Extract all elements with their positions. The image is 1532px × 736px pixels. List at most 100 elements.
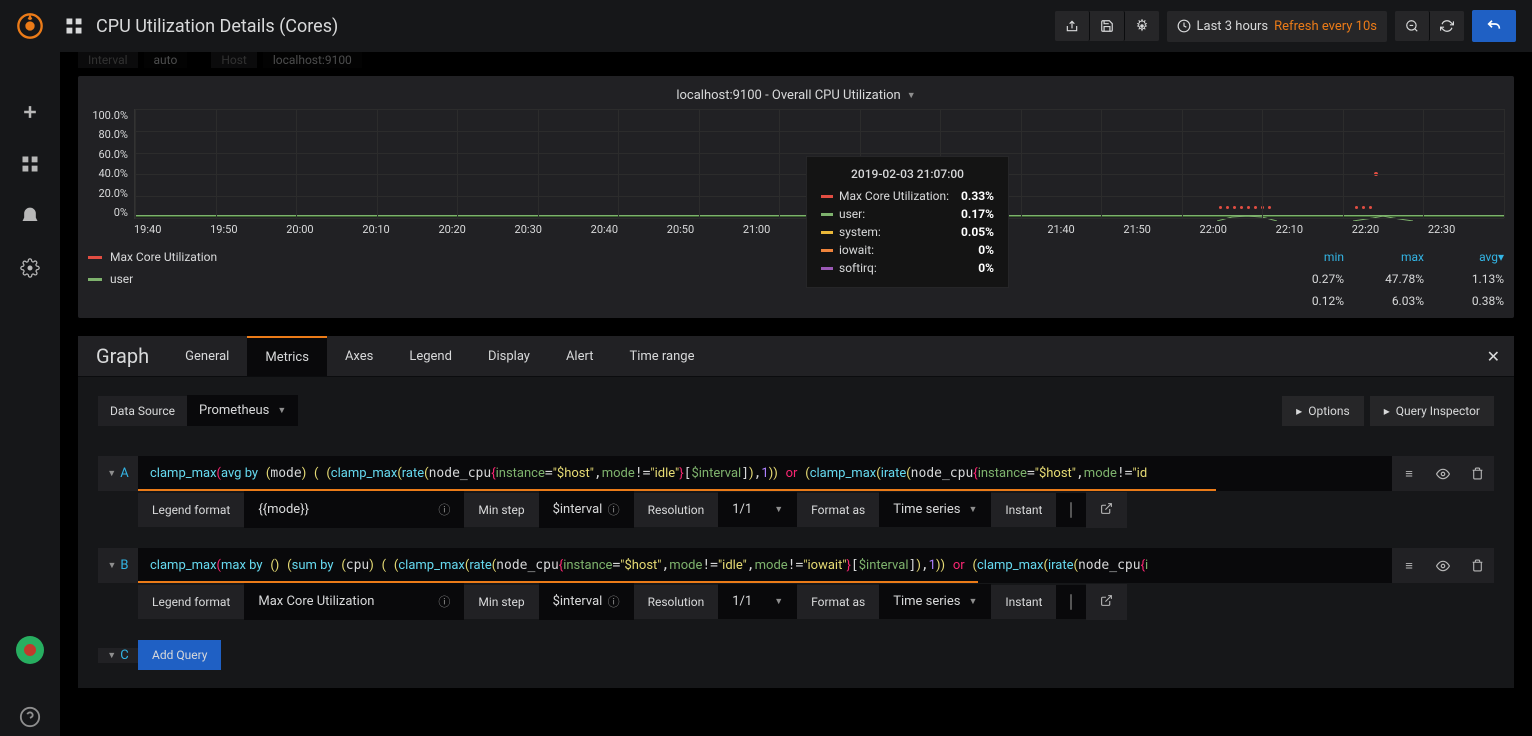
back-button[interactable] [1472, 10, 1516, 42]
tooltip-row: user:0.17% [821, 205, 994, 223]
minstep-label: Min step [464, 493, 538, 527]
time-range-button[interactable]: Last 3 hours Refresh every 10s [1167, 11, 1388, 42]
page-title[interactable]: CPU Utilization Details (Cores) [96, 16, 338, 37]
tab-axes[interactable]: Axes [327, 336, 391, 376]
query-letter[interactable]: ▼ B [98, 548, 138, 583]
y-axis: 100.0%80.0%60.0%40.0%20.0%0% [88, 109, 134, 219]
editor-tabs: Graph GeneralMetricsAxesLegendDisplayAle… [78, 336, 1514, 377]
y-tick: 0% [114, 206, 128, 219]
tab-alert[interactable]: Alert [548, 336, 612, 376]
datasource-select[interactable]: Prometheus ▼ [187, 395, 298, 426]
instant-label: Instant [991, 585, 1056, 619]
info-icon: ⓘ [608, 501, 620, 518]
y-tick: 40.0% [98, 167, 128, 180]
options-button[interactable]: ▸ Options [1282, 396, 1364, 426]
resolution-label: Resolution [634, 585, 719, 619]
grafana-logo [16, 12, 44, 40]
save-button[interactable] [1090, 11, 1125, 41]
query-letter-c[interactable]: ▼ C [98, 648, 138, 663]
format-label: Format as [797, 493, 879, 527]
user-avatar[interactable] [16, 636, 44, 664]
tab-display[interactable]: Display [470, 336, 548, 376]
legend-format-input[interactable]: Max Core Utilizationⓘ [244, 583, 464, 620]
format-label: Format as [797, 585, 879, 619]
share-button[interactable] [1055, 11, 1090, 41]
tooltip-row: iowait:0% [821, 241, 994, 259]
zoom-out-button[interactable] [1395, 11, 1430, 41]
format-select[interactable]: Time series ▼ [879, 492, 991, 527]
legend-row[interactable]: user [88, 268, 1294, 290]
minstep-input[interactable]: $intervalⓘ [539, 583, 634, 620]
x-tick: 20:00 [286, 223, 362, 236]
query-expression[interactable]: clamp_max(max by () (sum by (cpu) ( (cla… [138, 548, 1392, 583]
minstep-input[interactable]: $intervalⓘ [539, 491, 634, 528]
legend-name: user [110, 272, 133, 286]
panel-title[interactable]: localhost:9100 - Overall CPU Utilization… [88, 84, 1504, 109]
dashboard-icon[interactable] [64, 16, 84, 36]
legend-values: 0.27%47.78%1.13% [1294, 268, 1504, 290]
var-host-value[interactable]: localhost:9100 [263, 52, 362, 68]
tab-legend[interactable]: Legend [391, 336, 470, 376]
resolution-select[interactable]: 1/1 ▼ [718, 492, 797, 527]
tooltip-row: softirq:0% [821, 259, 994, 277]
query-delete-icon[interactable] [1460, 548, 1494, 583]
panel-actions [1055, 11, 1159, 41]
query-toggle-icon[interactable] [1426, 548, 1460, 583]
tab-general[interactable]: General [167, 336, 247, 376]
sidebar [0, 52, 60, 736]
y-tick: 60.0% [98, 148, 128, 161]
legend-header-min[interactable]: min [1294, 250, 1344, 264]
graph-panel: localhost:9100 - Overall CPU Utilization… [78, 76, 1514, 318]
legend-format-input[interactable]: {{mode}}ⓘ [244, 491, 464, 528]
create-icon[interactable] [20, 102, 40, 122]
configuration-icon[interactable] [20, 258, 40, 278]
query-expression[interactable]: clamp_max(avg by (mode) ( (clamp_max(rat… [138, 456, 1392, 491]
var-interval-value[interactable]: auto [144, 52, 188, 68]
minstep-label: Min step [464, 585, 538, 619]
format-select[interactable]: Time series ▼ [879, 584, 991, 619]
query-toggle-icon[interactable] [1426, 456, 1460, 491]
x-tick: 20:40 [591, 223, 667, 236]
legend-row[interactable]: Max Core Utilization [88, 246, 1294, 268]
legend-format-label: Legend format [138, 493, 244, 527]
x-tick: 22:30 [1428, 223, 1504, 236]
query-delete-icon[interactable] [1460, 456, 1494, 491]
legend-values: 0.12%6.03%0.38% [1294, 290, 1504, 312]
query-block: ▼ Bclamp_max(max by () (sum by (cpu) ( (… [98, 548, 1494, 620]
legend-header-max[interactable]: max [1374, 250, 1424, 264]
x-tick: 21:40 [1047, 223, 1123, 236]
refresh-button[interactable] [1430, 11, 1464, 41]
close-editor-button[interactable]: ✕ [1473, 347, 1514, 366]
y-tick: 20.0% [98, 187, 128, 200]
instant-checkbox[interactable] [1070, 594, 1072, 610]
dashboards-icon[interactable] [20, 154, 40, 174]
settings-button[interactable] [1125, 11, 1159, 41]
add-query-button[interactable]: Add Query [138, 640, 221, 670]
query-menu-icon[interactable]: ≡ [1392, 456, 1426, 491]
var-interval-label: Interval [78, 52, 138, 68]
alerting-icon[interactable] [20, 206, 40, 226]
metrics-editor: Data Source Prometheus ▼ ▸ Options ▸ Que… [78, 377, 1514, 688]
legend-swatch [88, 278, 102, 281]
query-letter[interactable]: ▼ A [98, 456, 138, 491]
tooltip-row: system:0.05% [821, 223, 994, 241]
x-tick: 22:20 [1352, 223, 1428, 236]
link-button[interactable] [1086, 492, 1127, 528]
legend-name: Max Core Utilization [110, 250, 217, 264]
chart-tooltip: 2019-02-03 21:07:00 Max Core Utilization… [806, 156, 1009, 288]
x-tick: 20:20 [438, 223, 514, 236]
chevron-down-icon: ▼ [907, 90, 916, 101]
query-inspector-button[interactable]: ▸ Query Inspector [1370, 396, 1494, 426]
tooltip-time: 2019-02-03 21:07:00 [821, 167, 994, 181]
tab-time-range[interactable]: Time range [611, 336, 712, 376]
resolution-select[interactable]: 1/1 ▼ [718, 584, 797, 619]
link-button[interactable] [1086, 584, 1127, 620]
x-tick: 20:30 [515, 223, 591, 236]
instant-checkbox[interactable] [1070, 502, 1072, 518]
resolution-label: Resolution [634, 493, 719, 527]
tab-metrics[interactable]: Metrics [247, 336, 327, 376]
query-menu-icon[interactable]: ≡ [1392, 548, 1426, 583]
legend-header-avg[interactable]: avg▾ [1454, 250, 1504, 264]
x-tick: 21:50 [1123, 223, 1199, 236]
help-icon[interactable] [19, 706, 41, 728]
